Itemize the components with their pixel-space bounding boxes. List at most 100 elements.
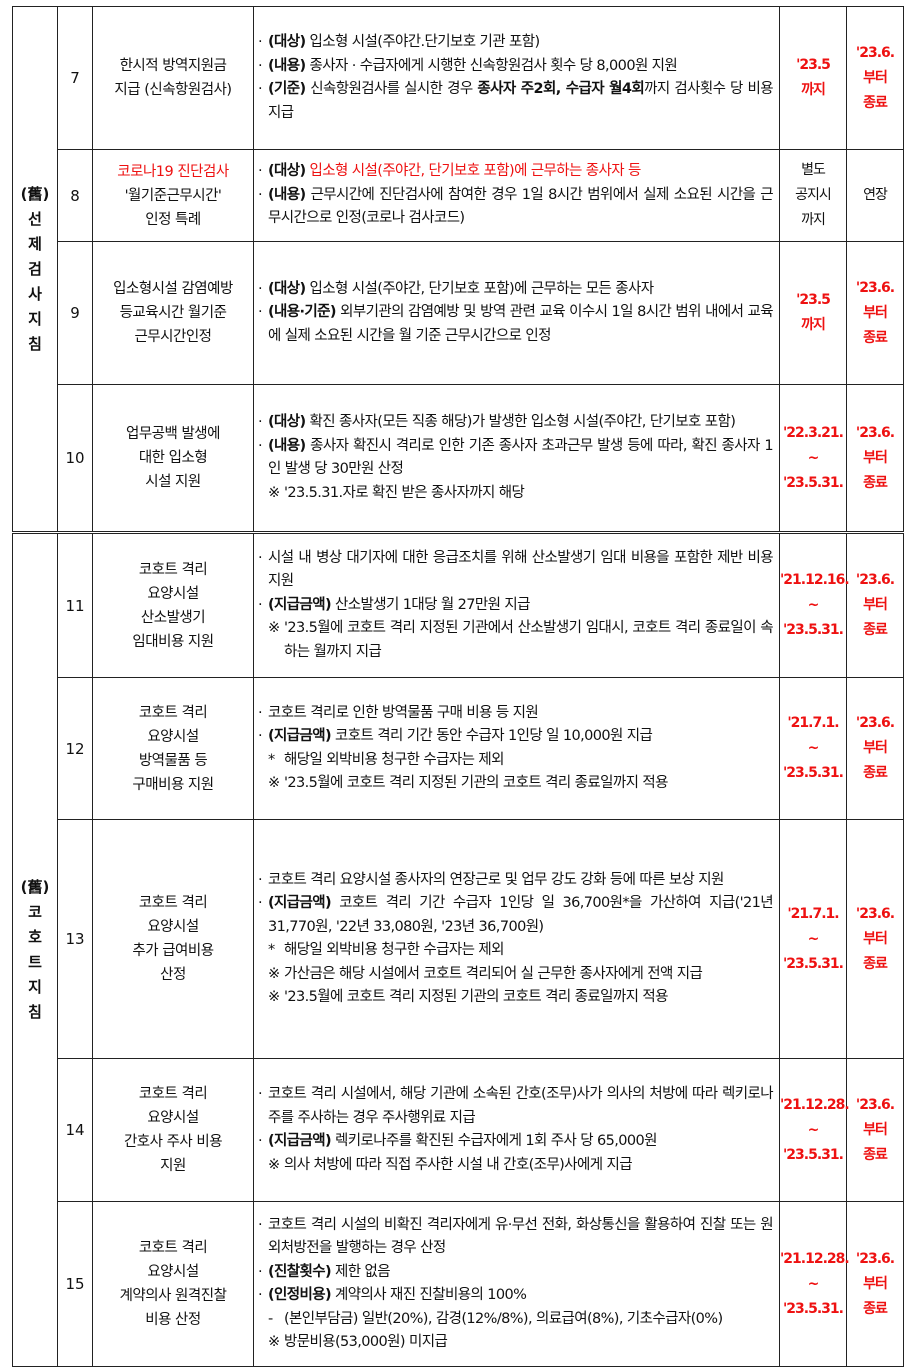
end-status-line: 종료 [863,1146,888,1163]
bullet-mark: · [258,871,263,888]
content-text: 렉키로나주를 확진된 수급자에게 1회 주사 당 65,000원 [331,1133,657,1149]
end-status-line: 종료 [863,474,888,491]
section-label-cell: (舊) 코 호 트 지 침 [12,531,58,1367]
bullet-mark: · [258,81,263,97]
end-status-line: 부터 [863,69,888,86]
table-row: 15 코호트 격리 요양시설 계약의사 원격진찰 비용 산정 · 코호트 격리 시설의 비확… [13,1201,904,1367]
content-paragraph: ※ 가산금은 해당 시설에서 코호트 격리되어 실 근무한 종사자에게 전액 지… [268,963,773,987]
content-paragraph: ※ '23.5월에 코호트 격리 지정된 기관의 코호트 격리 종료일까지 적용 [268,772,773,796]
end-status-cell: '23.6. 부터 종료 [846,1201,904,1367]
content-text: '23.5월에 코호트 격리 지정된 기관의 코호트 격리 종료일까지 적용 [284,989,668,1005]
period-cell: '21.12.28. ~ '23.5.31. [779,1201,850,1367]
section-label-char: 침 [28,334,42,353]
item-title-line: 코호트 격리 [138,1086,208,1102]
bullet-mark: * [268,751,275,768]
item-title-line: 간호사 주사 비용 [123,1134,223,1150]
period-line: ~ [807,449,820,466]
end-status-line: 부터 [863,1121,888,1138]
period-line: '23.5.31. [783,1146,844,1163]
item-title-line: 요양시설 [147,1110,199,1126]
content-text: (내용) [268,57,306,74]
end-status-cell: '23.6. 부터 종료 [846,6,904,150]
item-title-cell: 입소형시설 감염예방 등교육시간 월기준 근무시간인정 [92,241,254,385]
content-text: (내용) [268,437,306,454]
content-paragraph: · (진찰횟수) 제한 없음 [258,1261,773,1285]
item-title-line: 산정 [160,967,186,983]
content-paragraph: ※ '23.5.31.자로 확진 받은 종사자까지 해당 [268,482,773,506]
period-line: '21.12.28. [780,1250,850,1267]
period-line: '21.12.28. [780,1096,850,1113]
table-row: 10 업무공백 발생에 대한 입소형 시설 지원 · (대상) 확진 종사자(모든 직종 … [13,384,904,533]
item-title-cell: 코호트 격리 요양시설 계약의사 원격진찰 비용 산정 [92,1201,254,1367]
period-line: '22.3.21. [783,424,844,441]
item-title-line: 추가 급여비용 [132,943,214,959]
end-status-line: '23.6. [855,572,895,588]
content-text: (지급금액) [268,728,332,744]
item-title-cell: 한시적 방역지원금 지급 (신속항원검사) [92,6,254,150]
item-number: 13 [57,819,93,1059]
content-text: '23.5월에 코호트 격리 지정된 기관의 코호트 격리 종료일까지 적용 [284,775,668,791]
item-title-line: 코호트 격리 [138,895,208,911]
content-text: 입소형 시설(주야간.단기보호 기관 포함) [305,34,541,50]
content-text: (대상) [268,414,306,430]
content-paragraph: · (내용) 종사자 확진시 격리로 인한 기존 종사자 초과근무 발생 등에 따… [258,435,774,482]
item-content-cell: · 코호트 격리 시설의 비확진 격리자에게 유·무선 전화, 화상통신을 활용하… [253,1201,780,1367]
content-paragraph: · (인정비용) 계약의사 재진 진찰비용의 100% [258,1284,773,1308]
period-line: '23.5.31. [783,765,844,781]
content-paragraph: ※ '23.5월에 코호트 격리 지정된 기관에서 산소발생기 임대시, 코호트… [268,617,774,664]
period-line: ~ [807,597,820,613]
content-text: 까지 검사횟수 당 비용 지급 [268,81,774,121]
section-label-char: 지 [28,978,42,996]
item-title-cell: 코호트 격리 요양시설 산소발생기 임대비용 지원 [92,531,254,678]
item-title-line: 지급 (신속항원검사) [114,82,232,98]
bullet-mark: · [258,280,263,297]
item-title-line: 근무시간인정 [134,329,212,345]
section-label-char: (舊) [20,878,50,896]
content-text: 방문비용(53,000원) 미지급 [284,1334,448,1350]
content-text: (내용·기준) [268,304,337,321]
bullet-mark: · [258,549,263,566]
bullet-mark: ※ [268,1156,280,1173]
item-title-line: 대한 입소형 [138,450,208,466]
item-title-line: 요양시설 [147,585,199,602]
item-number: 7 [57,6,93,150]
content-text: 산소발생기 1대당 월 27만원 지급 [331,596,530,613]
end-status-line: 부터 [863,597,888,613]
period-line: '23.5 [796,57,831,73]
bullet-mark: · [258,596,263,613]
item-title-cell: 업무공백 발생에 대한 입소형 시설 지원 [92,384,254,533]
table-row: 12 코호트 격리 요양시설 방역물품 등 구매비용 지원 · 코호트 격리로 인한 방역물… [13,677,904,820]
period-line: ~ [807,930,820,947]
period-cell: '21.12.28. ~ '23.5.31. [779,1058,850,1202]
item-title-line: 시설 지원 [145,474,201,490]
section-label-char: 호 [28,928,42,946]
content-paragraph: · 코호트 격리 시설에서, 해당 기관에 소속된 간호(조무)사가 의사의 처방… [258,1083,774,1130]
item-content-cell: · 코호트 격리 시설에서, 해당 기관에 소속된 간호(조무)사가 의사의 처방… [253,1058,780,1202]
bullet-mark: · [258,1287,263,1303]
bullet-mark: · [258,414,263,430]
item-content-cell: · (대상) 입소형 시설(주야간, 단기보호 포함)에 근무하는 모든 종사자 ·… [253,241,780,385]
content-paragraph: · 코호트 격리 요양시설 종사자의 연장근로 및 업무 강도 강화 등에 따른 … [258,869,773,893]
item-title-line: 코호트 격리 [138,561,208,578]
content-text: 입소형 시설(주야간, 단기보호 포함)에 근무하는 종사자 등 [305,163,642,180]
bullet-mark: · [258,34,263,50]
period-line: 까지 [801,82,826,98]
table-row: 13 코호트 격리 요양시설 추가 급여비용 산정 · 코호트 격리 요양시설 종사자의 연… [13,819,904,1059]
content-text: 코호트 격리 기간 수급자 1인당 일 36,700원*을 가산하여 지급('2… [268,895,774,935]
content-text: 코호트 격리 시설에서, 해당 기관에 소속된 간호(조무)사가 의사의 처방에… [268,1086,774,1126]
content-paragraph: · 코호트 격리 시설의 비확진 격리자에게 유·무선 전화, 화상통신을 활용하… [258,1214,774,1261]
content-paragraph: ※ '23.5월에 코호트 격리 지정된 기관의 코호트 격리 종료일까지 적용 [268,986,773,1010]
period-cell: 별도 공지시 까지 [779,149,847,242]
item-title-line: 계약의사 원격진찰 [119,1288,227,1304]
bullet-mark: · [258,895,263,911]
content-text: 시설 내 병상 대기자에 대한 응급조치를 위해 산소발생기 임대 비용을 포함… [268,549,774,590]
section-label-char: (舊) [20,184,50,203]
item-number: 9 [57,241,93,385]
period-line: '23.5 [796,292,831,308]
content-text: 코호트 격리로 인한 방역물품 구매 비용 등 지원 [268,704,539,721]
item-content-cell: · (대상) 입소형 시설(주야간.단기보호 기관 포함) · (내용) 종사자 · … [253,6,780,150]
bullet-mark: ※ [268,775,280,791]
period-line: '23.5.31. [783,474,844,491]
bullet-mark: · [258,163,263,180]
item-content-cell: · 시설 내 병상 대기자에 대한 응급조치를 위해 산소발생기 임대 비용을 포… [253,531,780,678]
